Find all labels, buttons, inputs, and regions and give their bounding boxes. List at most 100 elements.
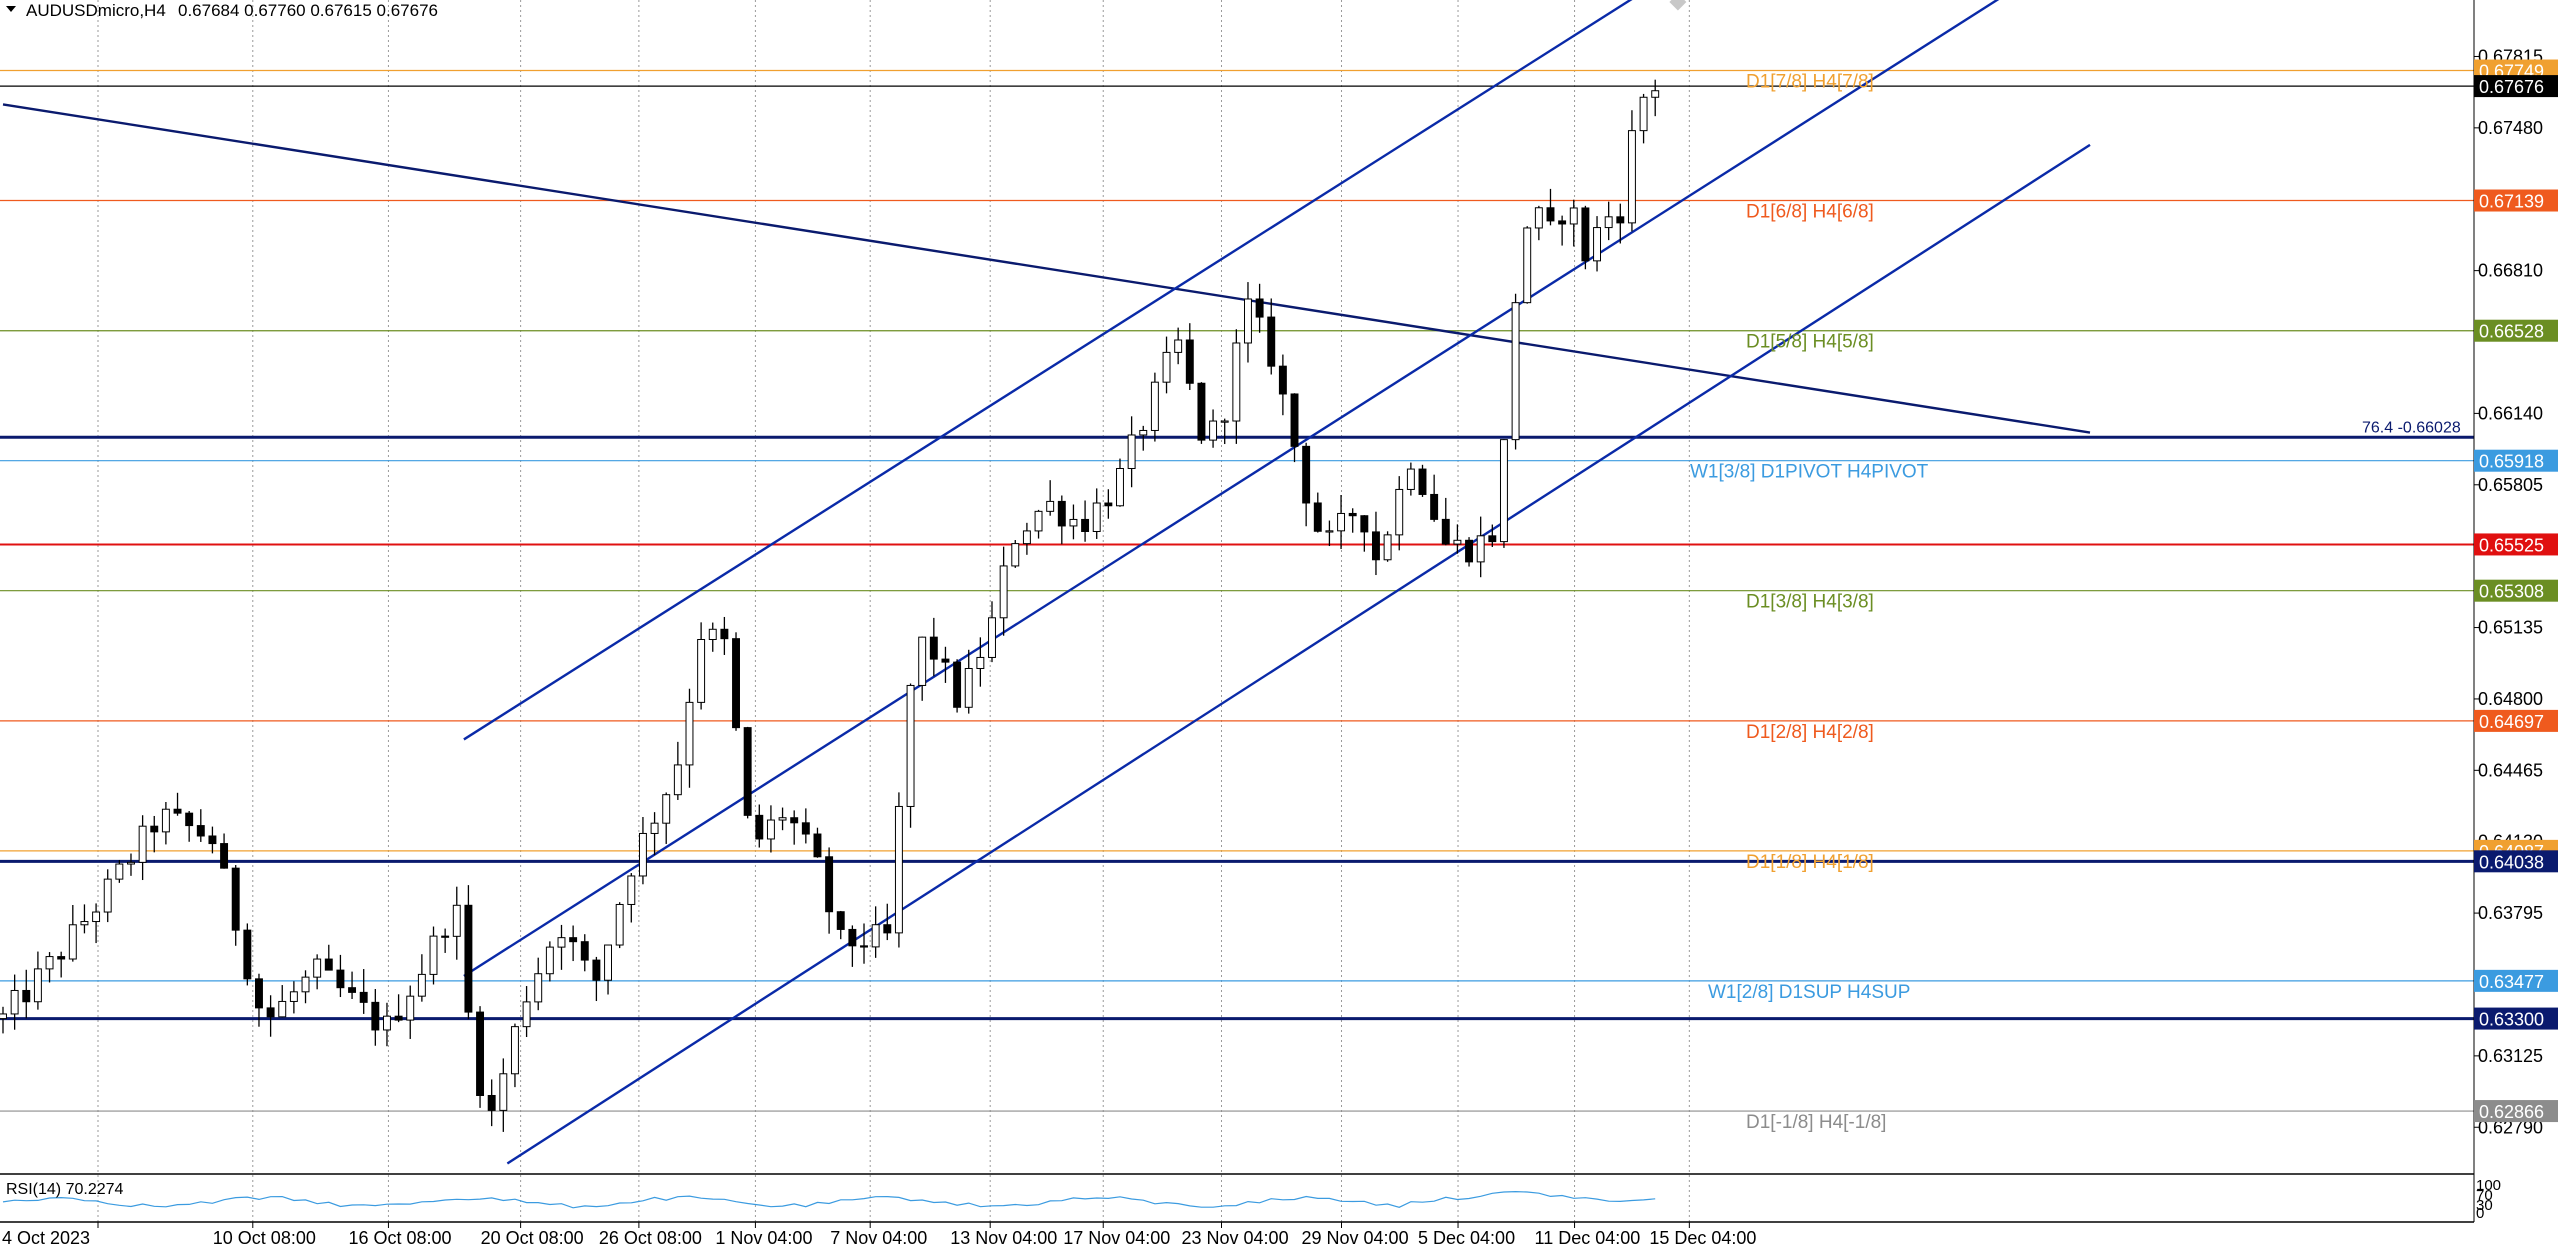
trendlines[interactable] (2, 0, 2091, 1165)
candle-bear (1360, 515, 1369, 533)
candle-bull (1232, 342, 1241, 422)
time-tick-label: 15 Dec 04:00 (1649, 1228, 1756, 1248)
candle-bull (33, 968, 42, 1003)
candle-bear (1581, 207, 1590, 262)
time-axis[interactable]: 4 Oct 2023 10 Oct 08:00 16 Oct 08:00 20 Oct… (2, 1222, 1756, 1248)
candle-bull (1150, 381, 1159, 431)
candle-bull (778, 817, 787, 821)
candle-bull (1604, 216, 1613, 229)
candle-bull (92, 911, 101, 923)
candle-bear (487, 1094, 496, 1111)
candle-bull (1639, 96, 1648, 132)
candle-bear (57, 956, 66, 960)
candle-bear (883, 924, 892, 934)
candle-bull (662, 794, 671, 824)
candle-bear (208, 835, 217, 845)
candle-bear (755, 814, 764, 840)
candle-bear (22, 989, 31, 1003)
candle-bear (860, 945, 868, 948)
candle-bear (743, 727, 752, 816)
candle-bear (848, 928, 857, 947)
candle-bull (313, 958, 322, 978)
price-badge (2474, 75, 2558, 98)
candle-bear (953, 661, 962, 708)
candle-bear (1185, 339, 1194, 384)
price-badge-label: 0.66528 (2479, 322, 2544, 342)
candle-bull (999, 565, 1008, 619)
candle-bull (697, 639, 706, 703)
candle-bull (1383, 534, 1392, 561)
candle-bull (1453, 539, 1462, 545)
candle-bear (348, 987, 357, 993)
candle-bull (522, 1001, 531, 1028)
level-text: D1[6/8] H4[6/8] (1746, 202, 1874, 223)
time-tick-label: 10 Oct 08:00 (213, 1228, 316, 1248)
trendline (506, 143, 2091, 1165)
chart-header-ohlc: 0.67684 0.67760 0.67615 0.67676 (178, 1, 438, 20)
candle-bull (161, 808, 170, 833)
candle-bear (476, 1011, 485, 1096)
candle-bear (359, 991, 368, 1003)
candle-bull (301, 976, 310, 993)
rsi-scale-label: 70 (2476, 1187, 2493, 1204)
candle-bear (580, 941, 589, 961)
candle-bull (673, 764, 682, 796)
candle-bear (1278, 365, 1287, 395)
time-tick-label: 23 Nov 04:00 (1182, 1228, 1289, 1248)
candle-bear (1371, 531, 1380, 561)
candle-bull (1174, 339, 1183, 353)
candle-bear (441, 935, 450, 938)
candle-bull (382, 1015, 391, 1031)
candle-bear (1465, 539, 1474, 563)
candle-bear (220, 843, 229, 869)
candle-bull (557, 937, 566, 948)
level-text: D1[1/8] H4[1/8] (1746, 852, 1874, 873)
rsi-scale-label: 100 (2476, 1177, 2501, 1194)
price-tick-label: 0.63125 (2478, 1046, 2543, 1066)
trendline (463, 0, 2000, 977)
time-tick-label: 17 Nov 04:00 (1063, 1228, 1170, 1248)
candle-bull (1406, 468, 1415, 490)
price-badge-label: 0.64038 (2479, 852, 2544, 872)
candle-bull (103, 878, 112, 913)
candle-bull (289, 991, 298, 1002)
candle-bear (196, 825, 205, 837)
price-tick-label: 0.64465 (2478, 760, 2543, 780)
price-tick-label: 0.67480 (2478, 118, 2543, 138)
candle-bull (0, 1013, 7, 1020)
candle-bear (1267, 316, 1276, 367)
candle-bull (510, 1026, 519, 1075)
candle-bull (1337, 512, 1346, 532)
candle-bear (1546, 207, 1555, 222)
level-text: D1[2/8] H4[2/8] (1746, 722, 1874, 743)
candle-bull (685, 701, 694, 766)
candle-bear (929, 636, 938, 660)
candle-bull (1499, 439, 1508, 543)
time-tick-label: 16 Oct 08:00 (348, 1228, 451, 1248)
candle-bull (964, 667, 973, 708)
candle-bull (452, 904, 461, 937)
candle-bull (1069, 518, 1078, 527)
candle-bear (801, 822, 810, 835)
candle-bear (1104, 502, 1113, 507)
grid-lines (97, 0, 1690, 1222)
price-axis[interactable]: 0.678150.674800.671450.668100.661400.658… (2473, 0, 2558, 1222)
chart-header-symbol: AUDUSDmicro,H4 (26, 1, 166, 20)
candle-bear (790, 817, 799, 824)
price-tick-label: 0.65135 (2478, 618, 2543, 638)
candle-bear (255, 978, 263, 1009)
candle-bear (243, 929, 252, 980)
candle-bear (1348, 512, 1357, 517)
candle-bear (464, 904, 473, 1013)
candle-bear (150, 825, 159, 833)
price-badge-label: 0.63300 (2479, 1010, 2544, 1030)
price-badge (2474, 449, 2558, 472)
price-badge-label: 0.64697 (2479, 712, 2544, 732)
candle-bull (1511, 302, 1520, 441)
candle-bear (185, 812, 194, 827)
candle-bull (278, 1000, 287, 1018)
time-tick-label: 20 Oct 08:00 (481, 1228, 584, 1248)
candle-bear (1558, 220, 1567, 225)
